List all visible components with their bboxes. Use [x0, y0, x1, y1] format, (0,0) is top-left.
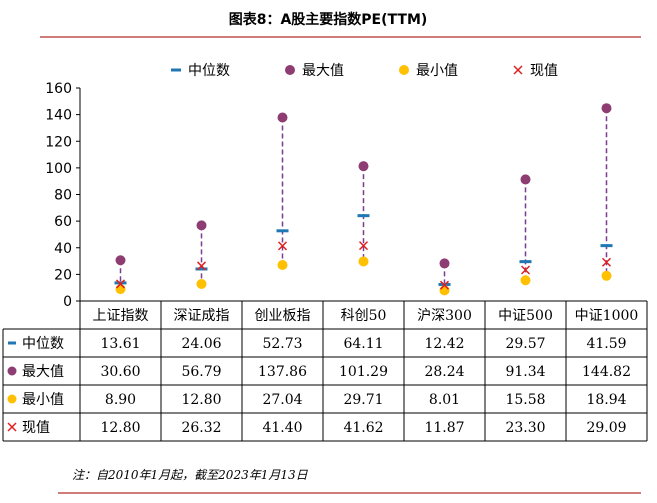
table-cell: 27.04	[262, 392, 302, 408]
row-label: 最大值	[22, 364, 64, 380]
table-cell: 24.06	[181, 336, 221, 352]
current-point	[358, 241, 369, 251]
y-tick-label: 0	[63, 294, 72, 310]
max-point	[439, 258, 450, 269]
y-tick-label: 120	[45, 134, 72, 150]
table-cell: 28.24	[424, 364, 464, 380]
min-point	[601, 270, 612, 281]
table-cell: 12.80	[100, 420, 140, 436]
table-cell: 144.82	[582, 364, 631, 380]
table-cell: 26.32	[181, 420, 221, 436]
current-point	[439, 280, 450, 290]
legend-marker-min	[399, 65, 409, 75]
max-point	[358, 161, 369, 172]
table-cell: 29.71	[343, 392, 383, 408]
max-point	[520, 174, 531, 185]
min-point	[115, 284, 126, 295]
table-cell: 12.80	[181, 392, 221, 408]
legend-label: 现值	[530, 63, 558, 79]
table-cell: 29.09	[586, 420, 626, 436]
table-cell: 29.57	[505, 336, 545, 352]
max-point	[196, 220, 207, 231]
table-cell: 15.58	[505, 392, 545, 408]
min-point	[277, 260, 288, 271]
category-label: 深证成指	[174, 308, 230, 324]
table-cell: 101.29	[339, 364, 388, 380]
y-tick-label: 20	[54, 267, 72, 283]
current-point-stroke	[358, 241, 369, 251]
table-cell: 12.42	[424, 336, 464, 352]
table-cell: 11.87	[424, 420, 464, 436]
category-label: 中证500	[498, 308, 553, 324]
table-cell: 8.01	[429, 392, 460, 408]
row-label: 现值	[22, 420, 50, 436]
legend-marker-max	[285, 65, 295, 75]
row-label: 中位数	[22, 336, 64, 352]
row-marker-max	[7, 366, 17, 376]
table-cell: 30.60	[100, 364, 140, 380]
legend-label: 中位数	[188, 63, 230, 79]
table-cell: 41.59	[586, 336, 626, 352]
legend-label: 最大值	[302, 63, 344, 79]
row-label: 最小值	[22, 392, 64, 408]
plot-area	[114, 103, 613, 296]
current-point-stroke	[115, 279, 126, 289]
current-point-stroke	[439, 280, 450, 290]
table-cell: 64.11	[343, 336, 383, 352]
current-point	[196, 261, 207, 271]
max-point	[115, 255, 126, 266]
y-tick-label: 160	[45, 81, 72, 97]
row-marker-min	[7, 394, 17, 404]
min-point	[520, 275, 531, 286]
y-axis: 0 20 40 60 80 100 120 140 160	[45, 81, 81, 310]
category-label: 创业板指	[255, 308, 311, 324]
table-cell: 137.86	[258, 364, 307, 380]
category-label: 中证1000	[575, 308, 639, 324]
legend-marker-current	[513, 65, 523, 75]
page-title: 图表8：A股主要指数PE(TTM)	[229, 11, 428, 28]
current-point	[520, 265, 531, 275]
table-cell: 41.62	[343, 420, 383, 436]
table-cell: 41.40	[262, 420, 302, 436]
table-cell: 52.73	[262, 336, 302, 352]
table-cell: 13.61	[100, 336, 140, 352]
max-point	[601, 103, 612, 114]
legend-label: 最小值	[416, 63, 458, 79]
y-tick-label: 40	[54, 241, 72, 257]
category-label: 沪深300	[417, 308, 472, 324]
table-cell: 8.90	[105, 392, 136, 408]
min-point	[439, 285, 450, 296]
y-tick-label: 60	[54, 214, 72, 230]
footnote: 注：自2010年1月起，截至2023年1月13日	[72, 468, 309, 482]
y-tick-label: 100	[45, 161, 72, 177]
table-cell: 91.34	[505, 364, 545, 380]
current-point-stroke	[277, 241, 288, 251]
y-tick-label: 140	[45, 108, 72, 124]
max-point	[277, 112, 288, 123]
y-tick-label: 80	[54, 188, 72, 204]
category-label: 上证指数	[93, 308, 149, 324]
row-marker-current	[7, 422, 17, 432]
category-label: 科创50	[341, 308, 387, 324]
current-point-stroke	[601, 257, 612, 267]
min-point	[196, 278, 207, 289]
current-point-stroke	[196, 261, 207, 271]
data-table: 上证指数 深证成指 创业板指 科创50 沪深300 中证500 中证1000 中位数 13.61…	[2, 300, 648, 442]
legend: 中位数 最大值 最小值 现值	[171, 63, 558, 79]
table-cell: 18.94	[586, 392, 626, 408]
current-point	[277, 241, 288, 251]
table-cell: 56.79	[181, 364, 221, 380]
current-point	[115, 279, 126, 289]
current-point	[601, 257, 612, 267]
table-cell: 23.30	[505, 420, 545, 436]
min-point	[358, 256, 369, 267]
current-point-stroke	[520, 265, 531, 275]
